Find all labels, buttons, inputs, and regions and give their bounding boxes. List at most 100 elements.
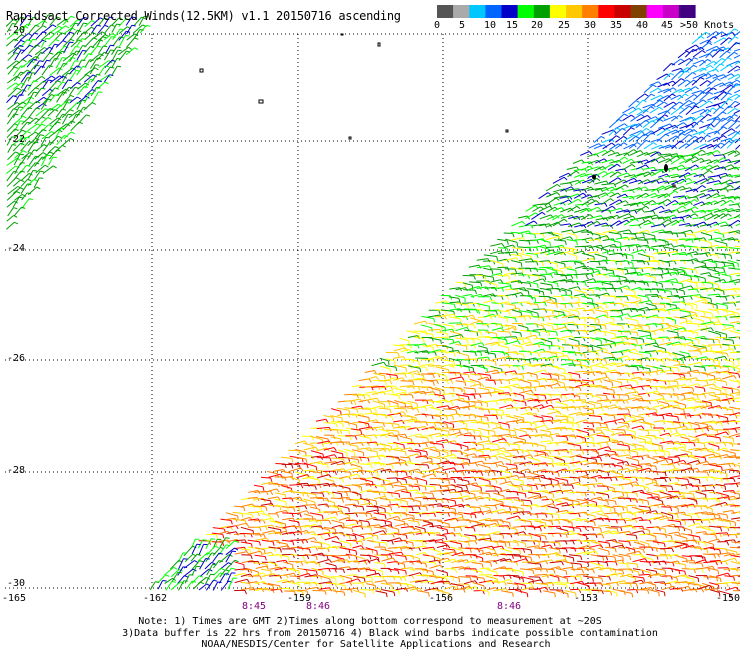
wind-barb — [84, 85, 89, 88]
wind-barb — [76, 113, 81, 116]
wind-barb — [641, 418, 646, 423]
wind-barb — [393, 387, 406, 392]
wind-barb — [699, 134, 708, 143]
wind-barb — [435, 439, 447, 443]
wind-barb — [687, 196, 697, 199]
wind-barb — [477, 421, 489, 425]
wind-barb — [693, 221, 705, 227]
wind-barb — [570, 451, 573, 456]
wind-barb — [716, 254, 720, 259]
wind-barb — [27, 123, 38, 132]
wind-barb — [566, 232, 577, 236]
wind-barb — [601, 171, 613, 178]
wind-barb — [679, 177, 689, 185]
wind-barb — [685, 129, 695, 135]
wind-barb — [688, 99, 693, 103]
wind-barb — [716, 150, 721, 154]
wind-barb — [681, 132, 686, 136]
wind-barb — [566, 239, 577, 242]
wind-barb — [560, 287, 572, 292]
wind-barb — [68, 99, 73, 101]
wind-barb — [475, 358, 478, 363]
wind-barb — [434, 351, 437, 356]
wind-barb — [608, 119, 620, 129]
wind-barb — [544, 302, 547, 307]
wind-barb — [365, 385, 379, 388]
wind-barb — [111, 58, 118, 69]
wind-barb — [90, 78, 95, 81]
wind-barb — [537, 304, 540, 309]
wind-barb — [455, 287, 466, 291]
wind-barb — [648, 378, 652, 383]
wind-barb — [394, 360, 396, 365]
wind-barb — [607, 163, 618, 171]
wind-barb — [533, 268, 546, 271]
wind-barb — [7, 144, 13, 153]
wind-barb — [105, 44, 111, 54]
wind-barb — [636, 281, 648, 284]
wind-barb — [735, 223, 740, 227]
wind-barb — [40, 51, 45, 54]
wind-barb — [716, 214, 721, 218]
wind-barb — [547, 281, 558, 284]
wind-barb — [737, 287, 740, 292]
wind-barb — [734, 428, 738, 433]
wind-barb — [642, 249, 646, 254]
wind-barb — [499, 355, 510, 360]
wind-barb — [489, 296, 493, 301]
wind-barb — [615, 168, 625, 172]
wind-barb — [639, 384, 650, 388]
wind-barb — [512, 233, 515, 238]
wind-barb — [644, 158, 656, 165]
wind-barb — [559, 195, 570, 199]
wind-barb — [680, 365, 690, 368]
wind-barb — [631, 232, 643, 235]
wind-barb — [492, 276, 495, 282]
wind-barb — [537, 352, 540, 358]
wind-barb — [398, 424, 400, 429]
wind-barb — [441, 302, 455, 305]
wind-barb — [525, 232, 535, 235]
wind-barb — [451, 401, 454, 406]
wind-barb — [34, 32, 39, 35]
wind-barb — [459, 318, 462, 323]
wind-barb — [691, 77, 701, 86]
wind-barb — [379, 365, 391, 370]
wind-barb — [589, 344, 603, 349]
wind-barb — [554, 449, 567, 451]
wind-barb — [309, 435, 323, 440]
wind-barb — [737, 132, 740, 135]
wind-barb — [581, 159, 585, 164]
wind-barb — [676, 155, 681, 159]
wind-barb — [608, 214, 618, 220]
wind-barb — [554, 260, 565, 265]
wind-barb — [567, 252, 577, 257]
wind-barb — [501, 436, 504, 441]
wind-barb — [603, 436, 615, 441]
wind-barb — [590, 432, 603, 436]
wind-barb — [720, 84, 732, 93]
wind-barb — [561, 405, 574, 410]
wind-barb — [687, 405, 700, 409]
wind-barb — [19, 94, 24, 96]
wind-barb — [7, 207, 14, 217]
wind-barb — [643, 84, 654, 94]
wind-barb — [575, 274, 578, 279]
wind-barb — [20, 71, 25, 74]
wind-barb — [511, 247, 523, 250]
wind-barb — [716, 414, 728, 419]
wind-barb — [683, 175, 687, 179]
wind-barb — [20, 121, 28, 131]
wind-barb — [623, 236, 634, 240]
wind-barb — [54, 109, 59, 112]
wind-barb — [76, 50, 84, 61]
wind-barb — [593, 136, 602, 143]
wind-barb — [506, 248, 509, 253]
wind-barb — [344, 393, 357, 396]
wind-barb — [716, 78, 721, 82]
wind-barb — [666, 441, 679, 444]
wind-barb — [566, 188, 579, 191]
wind-barb — [609, 280, 620, 283]
wind-barb — [610, 418, 623, 423]
wind-barb — [704, 367, 706, 372]
